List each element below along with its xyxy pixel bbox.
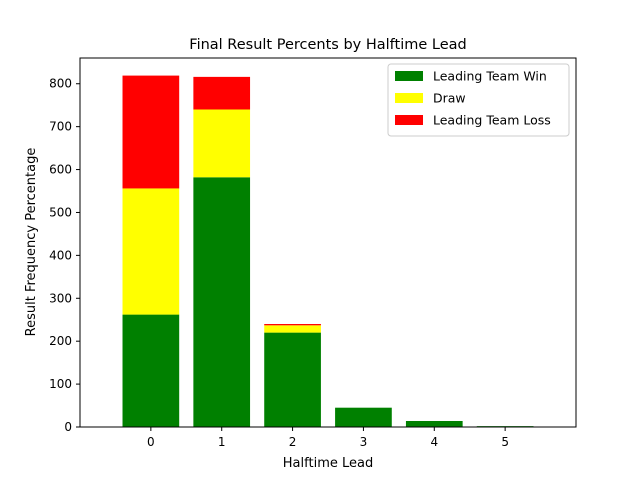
bar-segment-draw-1 <box>193 109 251 178</box>
x-tick-label: 2 <box>289 435 297 449</box>
axes-layer: 0 1 2 3 4 5 0 100 200 300 400 500 600 700 800 <box>49 77 509 449</box>
y-tick-label: 100 <box>49 377 72 391</box>
legend-label-leading-team-win: Leading Team Win <box>433 69 547 84</box>
y-tick-label: 200 <box>49 334 72 348</box>
y-tick-label: 300 <box>49 291 72 305</box>
y-tick-label: 600 <box>49 163 72 177</box>
bars-layer <box>122 75 534 427</box>
chart-title: Final Result Percents by Halftime Lead <box>189 37 466 53</box>
bar-segment-leading-team-win-4 <box>405 420 463 427</box>
x-tick-label: 1 <box>218 435 226 449</box>
plot-frame <box>79 57 577 428</box>
x-axis-label: Halftime Lead <box>283 456 373 471</box>
legend-label-leading-team-loss: Leading Team Loss <box>433 113 551 128</box>
bar-segment-leading-team-win-1 <box>193 177 251 427</box>
y-tick-label: 800 <box>49 77 72 91</box>
bar-segment-leading-team-win-3 <box>335 407 392 427</box>
x-tick-label: 4 <box>430 435 438 449</box>
x-tick-label: 0 <box>147 435 155 449</box>
legend-swatch-leading-team-win <box>395 71 423 81</box>
legend: Leading Team Win Draw Leading Team Loss <box>387 63 570 137</box>
y-tick-label: 500 <box>49 205 72 219</box>
bar-segment-leading-team-loss-1 <box>193 76 251 110</box>
legend-swatch-draw <box>395 93 423 103</box>
y-tick-label: 0 <box>64 420 72 434</box>
bar-segment-leading-team-loss-2 <box>264 324 321 326</box>
legend-label-draw: Draw <box>433 91 466 106</box>
x-tick-label: 5 <box>501 435 509 449</box>
y-axis-label: Result Frequency Percentage <box>24 148 39 337</box>
bar-segment-draw-0 <box>122 188 180 315</box>
legend-swatch-leading-team-loss <box>395 115 423 125</box>
bar-segment-leading-team-loss-0 <box>122 75 180 189</box>
bar-segment-leading-team-win-0 <box>122 314 180 427</box>
y-tick-label: 700 <box>49 120 72 134</box>
legend-box <box>387 63 570 137</box>
x-tick-label: 3 <box>360 435 368 449</box>
bar-segment-leading-team-win-2 <box>264 332 321 427</box>
y-tick-label: 400 <box>49 248 72 262</box>
bar-segment-draw-2 <box>264 325 321 333</box>
